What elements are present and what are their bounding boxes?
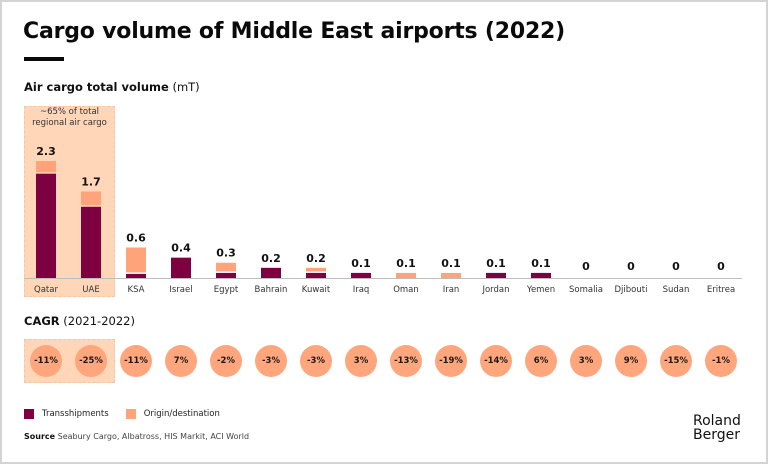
bar-transshipments-egypt xyxy=(216,272,236,278)
cagr-badge-qatar: -11% xyxy=(30,345,62,377)
source-label: Source xyxy=(24,432,56,441)
roland-berger-logo: Roland Berger xyxy=(693,414,741,442)
legend-swatch-origin-destination xyxy=(125,409,136,419)
cagr-badge-eritrea: -1% xyxy=(705,345,737,377)
volume-unit: (mT) xyxy=(168,80,200,94)
cagr-badge-uae: -25% xyxy=(75,345,107,377)
bar-transshipments-uae xyxy=(81,206,101,278)
category-label-djibouti: Djibouti xyxy=(615,285,648,295)
cagr-badge-iran: -19% xyxy=(435,345,467,377)
value-label-iraq: 0.1 xyxy=(351,257,371,270)
highlight-annotation-line2: regional air cargo xyxy=(32,118,107,128)
cagr-badge-iraq: 3% xyxy=(345,345,377,377)
value-label-jordan: 0.1 xyxy=(486,257,506,270)
category-label-somalia: Somalia xyxy=(569,285,603,295)
value-label-qatar: 2.3 xyxy=(36,145,56,158)
cagr-badge-kuwait: -3% xyxy=(300,345,332,377)
volume-section-label: Air cargo total volume (mT) xyxy=(24,80,200,94)
category-label-bahrain: Bahrain xyxy=(255,285,288,295)
bar-origin-destination-ksa xyxy=(126,247,146,273)
category-label-qatar: Qatar xyxy=(34,285,58,295)
cagr-badge-djibouti: 9% xyxy=(615,345,647,377)
cagr-badge-bahrain: -3% xyxy=(255,345,287,377)
category-label-uae: UAE xyxy=(82,285,99,295)
value-label-eritrea: 0 xyxy=(717,260,725,273)
category-label-iran: Iran xyxy=(443,285,460,295)
category-label-ksa: KSA xyxy=(128,285,145,295)
bar-origin-destination-egypt xyxy=(216,262,236,272)
bar-transshipments-jordan xyxy=(486,272,506,278)
category-label-sudan: Sudan xyxy=(663,285,690,295)
bar-origin-destination-uae xyxy=(81,191,101,206)
cagr-label: CAGR xyxy=(24,314,60,328)
category-label-yemen: Yemen xyxy=(526,285,555,295)
highlight-annotation: ~65% of total regional air cargo xyxy=(24,107,115,129)
cagr-period: (2021-2022) xyxy=(59,314,135,328)
legend-item-origin-destination: Origin/destination xyxy=(125,409,220,419)
page-title: Cargo volume of Middle East airports (20… xyxy=(23,19,566,44)
legend-swatch-transshipments xyxy=(24,409,34,419)
value-label-sudan: 0 xyxy=(672,260,680,273)
value-label-djibouti: 0 xyxy=(627,260,635,273)
category-label-iraq: Iraq xyxy=(353,285,370,295)
value-label-yemen: 0.1 xyxy=(531,257,551,270)
cagr-badge-oman: -13% xyxy=(390,345,422,377)
cagr-badge-sudan: -15% xyxy=(660,345,692,377)
logo-line2: Berger xyxy=(693,427,740,443)
legend-label-transshipments: Transshipments xyxy=(42,409,109,419)
category-label-egypt: Egypt xyxy=(214,285,239,295)
bar-transshipments-bahrain xyxy=(261,267,281,278)
cagr-badge-ksa: -11% xyxy=(120,345,152,377)
value-label-bahrain: 0.2 xyxy=(261,252,281,265)
category-label-eritrea: Eritrea xyxy=(707,285,735,295)
value-label-ksa: 0.6 xyxy=(126,231,146,244)
bar-transshipments-iraq xyxy=(351,272,371,278)
value-label-oman: 0.1 xyxy=(396,257,416,270)
value-label-israel: 0.4 xyxy=(171,242,191,255)
bar-origin-destination-oman xyxy=(396,272,416,278)
value-label-egypt: 0.3 xyxy=(216,247,236,260)
legend-item-transshipments: Transshipments xyxy=(24,409,109,419)
bar-transshipments-yemen xyxy=(531,272,551,278)
cagr-badge-egypt: -2% xyxy=(210,345,242,377)
category-label-israel: Israel xyxy=(169,285,192,295)
category-label-kuwait: Kuwait xyxy=(302,285,331,295)
value-label-somalia: 0 xyxy=(582,260,590,273)
category-label-oman: Oman xyxy=(393,285,419,295)
cagr-badge-jordan: -14% xyxy=(480,345,512,377)
cagr-badge-somalia: 3% xyxy=(570,345,602,377)
value-label-iran: 0.1 xyxy=(441,257,461,270)
title-underline xyxy=(24,57,64,61)
value-label-kuwait: 0.2 xyxy=(306,252,326,265)
bar-origin-destination-kuwait xyxy=(306,267,326,272)
bar-transshipments-kuwait xyxy=(306,272,326,278)
bar-transshipments-ksa xyxy=(126,273,146,278)
value-label-uae: 1.7 xyxy=(81,176,101,189)
source-note: Source Seabury Cargo, Albatross, HIS Mar… xyxy=(24,432,249,441)
bar-origin-destination-iran xyxy=(441,272,461,278)
category-label-jordan: Jordan xyxy=(481,285,509,295)
bar-transshipments-qatar xyxy=(36,173,56,278)
legend: Transshipments Origin/destination xyxy=(24,409,237,419)
cagr-badge-israel: 7% xyxy=(165,345,197,377)
legend-label-origin-destination: Origin/destination xyxy=(143,409,220,419)
cagr-section-label: CAGR (2021-2022) xyxy=(24,314,135,328)
bar-origin-destination-qatar xyxy=(36,161,56,173)
logo-line1: Roland xyxy=(693,413,741,429)
source-text: Seabury Cargo, Albatross, HIS Markit, AC… xyxy=(55,432,250,441)
highlight-annotation-line1: ~65% of total xyxy=(39,107,100,117)
cagr-badge-yemen: 6% xyxy=(525,345,557,377)
volume-label: Air cargo total volume xyxy=(24,80,169,94)
bar-transshipments-israel xyxy=(171,257,191,278)
